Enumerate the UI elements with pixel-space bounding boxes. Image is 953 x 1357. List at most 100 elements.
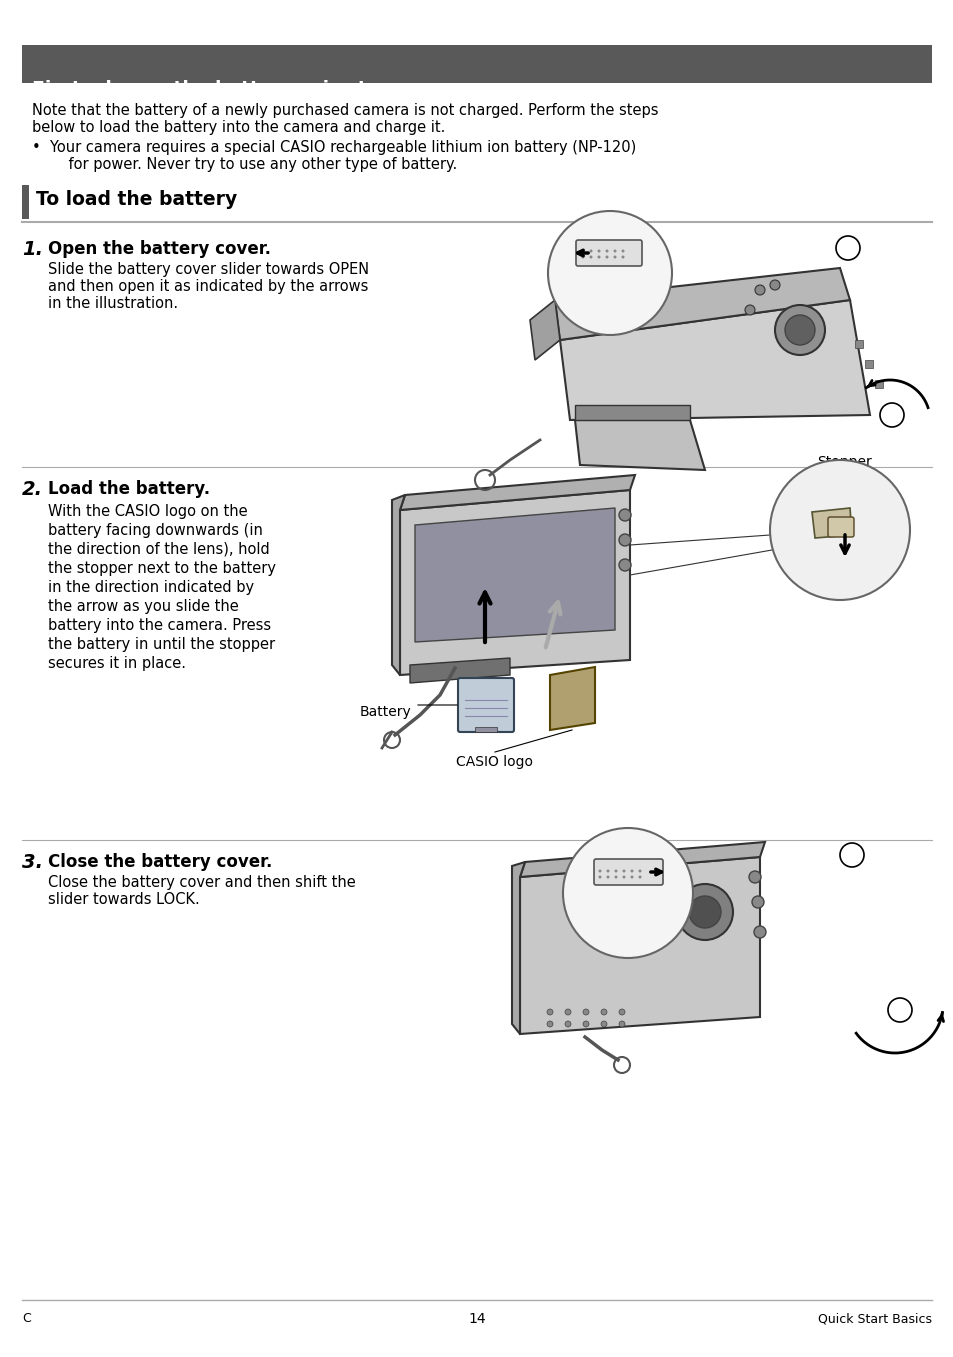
Text: C: C [22, 1312, 30, 1324]
Circle shape [618, 1010, 624, 1015]
Circle shape [769, 280, 780, 290]
Circle shape [589, 250, 592, 252]
Text: Battery: Battery [359, 706, 412, 719]
Bar [864, 360, 872, 368]
Circle shape [606, 875, 609, 878]
Circle shape [546, 1010, 553, 1015]
Circle shape [769, 460, 909, 600]
Polygon shape [512, 862, 524, 1034]
Circle shape [618, 535, 630, 546]
Circle shape [597, 250, 599, 252]
Circle shape [622, 875, 625, 878]
Polygon shape [811, 508, 851, 537]
Polygon shape [559, 300, 869, 421]
Circle shape [562, 828, 692, 958]
Bar [874, 380, 882, 388]
Polygon shape [399, 475, 635, 510]
Text: First, charge the battery prior to use.: First, charge the battery prior to use. [32, 80, 430, 99]
Circle shape [606, 870, 609, 873]
Circle shape [613, 250, 616, 252]
Circle shape [840, 843, 863, 867]
Circle shape [613, 255, 616, 258]
Circle shape [582, 1010, 588, 1015]
Text: below to load the battery into the camera and charge it.: below to load the battery into the camer… [32, 119, 445, 134]
Circle shape [589, 255, 592, 258]
Text: 3.: 3. [22, 854, 43, 873]
Polygon shape [575, 421, 704, 470]
Text: Quick Start Basics: Quick Start Basics [817, 1312, 931, 1324]
Text: Note that the battery of a newly purchased camera is not charged. Perform the st: Note that the battery of a newly purchas… [32, 103, 658, 118]
Polygon shape [519, 858, 760, 1034]
Circle shape [581, 250, 584, 252]
Bar [22, 185, 29, 218]
Circle shape [835, 236, 859, 261]
Circle shape [546, 1020, 553, 1027]
Polygon shape [530, 300, 559, 360]
Text: the arrow as you slide the: the arrow as you slide the [48, 598, 238, 613]
Text: ①: ① [841, 242, 853, 254]
Circle shape [605, 255, 608, 258]
Text: CASIO: CASIO [555, 692, 576, 697]
Circle shape [618, 559, 630, 571]
Circle shape [748, 871, 760, 883]
Circle shape [618, 509, 630, 521]
Text: ②: ② [845, 848, 857, 860]
Text: •  Your camera requires a special CASIO rechargeable lithium ion battery (NP-120: • Your camera requires a special CASIO r… [32, 140, 636, 155]
Text: Close the battery cover.: Close the battery cover. [48, 854, 273, 871]
FancyBboxPatch shape [457, 678, 514, 731]
Circle shape [638, 875, 640, 878]
Circle shape [774, 305, 824, 356]
Circle shape [605, 250, 608, 252]
Text: ①: ① [893, 1003, 904, 1016]
Circle shape [620, 250, 624, 252]
Circle shape [618, 1020, 624, 1027]
Polygon shape [519, 841, 764, 877]
Text: OPEN  LOCK: OPEN LOCK [579, 255, 625, 265]
Bar [854, 341, 862, 347]
Text: for power. Never try to use any other type of battery.: for power. Never try to use any other ty… [50, 157, 456, 172]
Circle shape [600, 1010, 606, 1015]
Polygon shape [550, 668, 595, 730]
FancyBboxPatch shape [576, 240, 641, 266]
Bar [475, 727, 497, 731]
Circle shape [600, 1020, 606, 1027]
Circle shape [614, 875, 617, 878]
Circle shape [688, 896, 720, 928]
Circle shape [753, 925, 765, 938]
Text: 2.: 2. [22, 480, 43, 499]
Circle shape [598, 875, 601, 878]
Text: 14: 14 [468, 1312, 485, 1326]
Text: OPEN  LOCK: OPEN LOCK [598, 870, 643, 879]
Text: and then open it as indicated by the arrows: and then open it as indicated by the arr… [48, 280, 368, 294]
Circle shape [677, 883, 732, 940]
Text: the direction of the lens), hold: the direction of the lens), hold [48, 541, 270, 556]
Text: Load the battery.: Load the battery. [48, 480, 210, 498]
Circle shape [887, 997, 911, 1022]
Bar [22, 45, 931, 83]
Circle shape [620, 255, 624, 258]
Text: Open the battery cover.: Open the battery cover. [48, 240, 271, 258]
Text: To load the battery: To load the battery [36, 190, 237, 209]
Circle shape [547, 210, 671, 335]
Circle shape [784, 315, 814, 345]
Text: in the direction indicated by: in the direction indicated by [48, 579, 253, 594]
Polygon shape [575, 404, 689, 421]
Text: ②: ② [885, 408, 897, 421]
Circle shape [630, 875, 633, 878]
Circle shape [581, 255, 584, 258]
Text: Close the battery cover and then shift the: Close the battery cover and then shift t… [48, 875, 355, 890]
Text: the stopper next to the battery: the stopper next to the battery [48, 560, 275, 575]
Circle shape [638, 870, 640, 873]
Text: Stopper: Stopper [817, 455, 871, 470]
Text: 1.: 1. [22, 240, 43, 259]
Text: in the illustration.: in the illustration. [48, 296, 178, 311]
Text: secures it in place.: secures it in place. [48, 655, 186, 670]
Circle shape [754, 285, 764, 294]
Text: battery facing downwards (in: battery facing downwards (in [48, 522, 263, 537]
Circle shape [614, 870, 617, 873]
Circle shape [879, 403, 903, 427]
Circle shape [751, 896, 763, 908]
Polygon shape [410, 658, 510, 683]
Text: OK: OK [473, 577, 497, 592]
Circle shape [598, 870, 601, 873]
